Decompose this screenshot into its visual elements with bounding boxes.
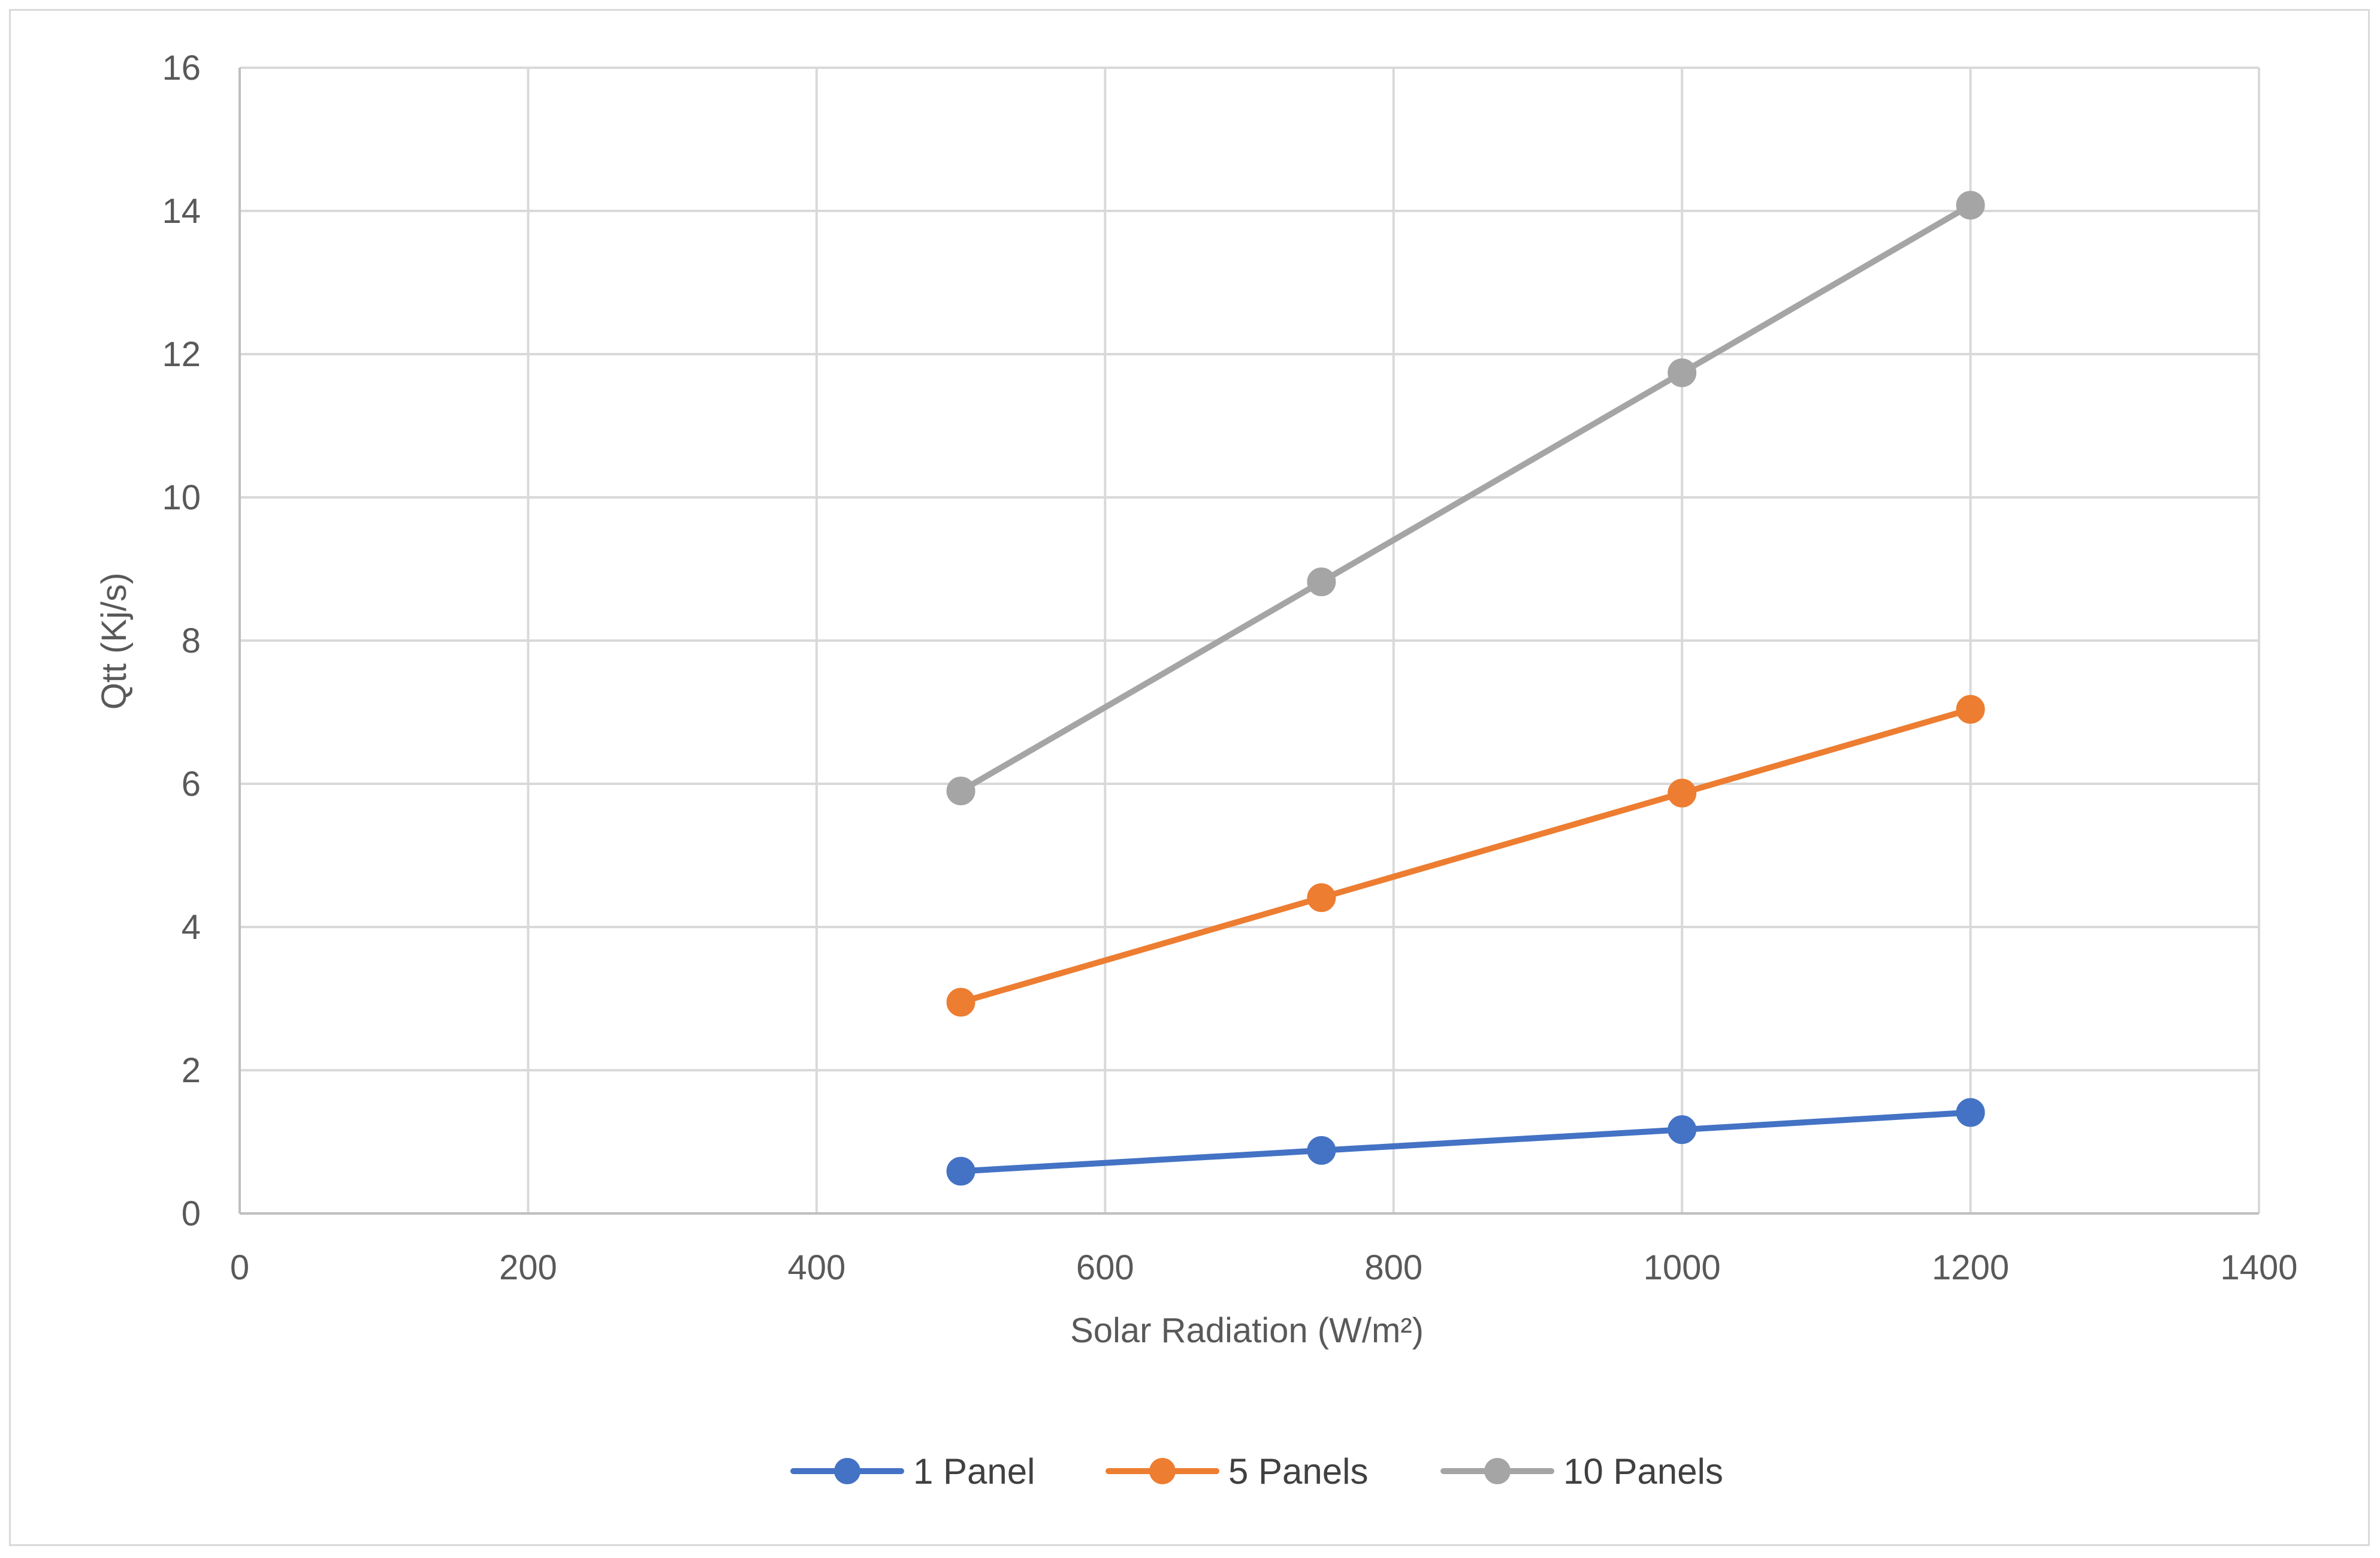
data-point [1668, 778, 1697, 808]
legend-item: 5 Panels [1106, 1451, 1369, 1491]
y-tick-label: 4 [182, 908, 201, 947]
legend-label: 10 Panels [1563, 1451, 1723, 1491]
axis-titles: Solar Radiation (W/m²) Qtt (Kj/s) [95, 573, 1424, 1350]
data-point [1307, 883, 1336, 913]
tick-labels: 0 2 4 6 8 10 12 14 16 0 200 400 600 800 1000 1200 1400 [162, 49, 2297, 1287]
data-point [946, 1157, 975, 1186]
y-tick-label: 10 [162, 478, 201, 517]
y-tick-label: 8 [182, 621, 201, 660]
y-tick-label: 6 [182, 765, 201, 804]
series-line [958, 706, 1974, 1006]
y-tick-label: 0 [182, 1194, 201, 1233]
data-point [946, 776, 975, 805]
y-tick-label: 14 [162, 192, 201, 231]
series-lines [946, 191, 1985, 1186]
series-3 [946, 191, 1985, 805]
x-tick-label: 200 [499, 1248, 557, 1287]
chart-frame [9, 9, 2370, 1546]
y-tick-label: 12 [162, 335, 201, 374]
x-tick-label: 400 [787, 1248, 845, 1287]
legend-label: 5 Panels [1228, 1451, 1369, 1491]
data-point [1668, 1115, 1697, 1145]
data-point [1956, 191, 1985, 220]
x-tick-label: 800 [1364, 1248, 1422, 1287]
data-point [1956, 1098, 1985, 1127]
legend-item: 10 Panels [1440, 1451, 1723, 1491]
data-point [1307, 567, 1336, 597]
legend-marker [1484, 1458, 1511, 1484]
series-line [958, 202, 1974, 794]
data-point [1307, 1136, 1336, 1165]
data-point [1956, 695, 1985, 724]
y-tick-label: 2 [182, 1051, 201, 1090]
legend-marker [834, 1458, 860, 1484]
series-1 [946, 1098, 1985, 1186]
series-line [958, 1109, 1974, 1174]
y-tick-label: 16 [162, 49, 201, 87]
axes [238, 68, 2259, 1215]
series-2 [946, 695, 1985, 1017]
legend-item: 1 Panel [790, 1451, 1035, 1491]
x-tick-label: 0 [230, 1248, 249, 1287]
x-tick-label: 600 [1076, 1248, 1134, 1287]
x-tick-label: 1000 [1644, 1248, 1721, 1287]
data-point [946, 988, 975, 1017]
y-axis-title: Qtt (Kj/s) [95, 573, 134, 710]
legend: 1 Panel 5 Panels 10 Panels [790, 1451, 1723, 1491]
x-tick-label: 1400 [2220, 1248, 2297, 1287]
x-axis-title: Solar Radiation (W/m²) [1070, 1311, 1424, 1350]
gridlines [240, 67, 2260, 1213]
legend-label: 1 Panel [913, 1451, 1035, 1491]
x-tick-label: 1200 [1932, 1248, 2009, 1287]
data-point [1668, 358, 1697, 388]
legend-marker [1149, 1458, 1176, 1484]
